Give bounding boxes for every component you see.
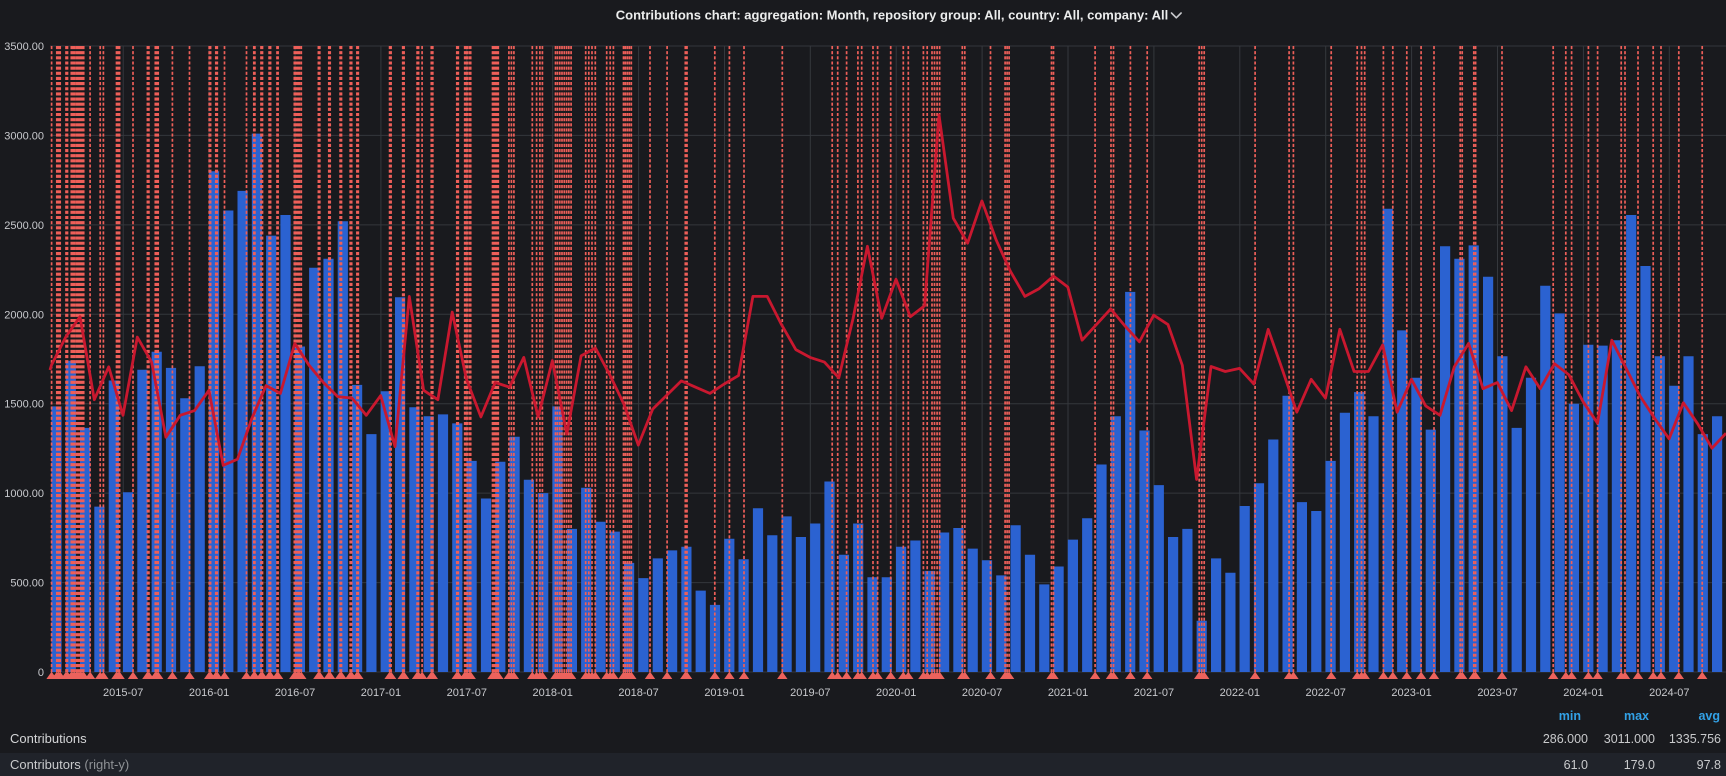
svg-text:Contributions chart: aggregati: Contributions chart: aggregation: Month,… <box>616 8 1169 23</box>
svg-text:2022-07: 2022-07 <box>1306 687 1346 699</box>
svg-text:500.00: 500.00 <box>10 578 44 590</box>
svg-text:3500.00: 3500.00 <box>4 41 44 53</box>
svg-text:2018-01: 2018-01 <box>533 687 573 699</box>
svg-text:2016-07: 2016-07 <box>275 687 315 699</box>
svg-text:61.0: 61.0 <box>1564 758 1588 772</box>
svg-text:97.8: 97.8 <box>1697 758 1721 772</box>
svg-text:0: 0 <box>38 667 44 679</box>
svg-text:179.0: 179.0 <box>1624 758 1655 772</box>
svg-text:2021-07: 2021-07 <box>1134 687 1174 699</box>
svg-text:286.000: 286.000 <box>1543 732 1588 746</box>
svg-text:2020-01: 2020-01 <box>876 687 916 699</box>
svg-text:Contributors (right-y): Contributors (right-y) <box>10 757 129 772</box>
svg-text:2000.00: 2000.00 <box>4 309 44 321</box>
svg-text:2021-01: 2021-01 <box>1048 687 1088 699</box>
svg-text:2017-07: 2017-07 <box>447 687 487 699</box>
svg-text:2016-01: 2016-01 <box>189 687 229 699</box>
svg-text:2023-01: 2023-01 <box>1391 687 1431 699</box>
svg-text:1500.00: 1500.00 <box>4 399 44 411</box>
svg-text:2022-01: 2022-01 <box>1220 687 1260 699</box>
svg-text:3011.000: 3011.000 <box>1604 732 1655 746</box>
svg-text:2024-01: 2024-01 <box>1563 687 1603 699</box>
svg-text:1335.756: 1335.756 <box>1669 732 1721 746</box>
svg-text:2500.00: 2500.00 <box>4 220 44 232</box>
svg-text:avg: avg <box>1698 709 1720 723</box>
svg-text:2018-07: 2018-07 <box>618 687 658 699</box>
svg-text:2017-01: 2017-01 <box>361 687 401 699</box>
svg-text:2020-07: 2020-07 <box>962 687 1002 699</box>
svg-text:2024-07: 2024-07 <box>1649 687 1689 699</box>
svg-text:min: min <box>1559 709 1581 723</box>
svg-text:3000.00: 3000.00 <box>4 130 44 142</box>
svg-text:2019-01: 2019-01 <box>704 687 744 699</box>
svg-text:2015-07: 2015-07 <box>103 687 143 699</box>
svg-text:1000.00: 1000.00 <box>4 488 44 500</box>
svg-text:max: max <box>1624 709 1649 723</box>
svg-text:2023-07: 2023-07 <box>1477 687 1517 699</box>
svg-text:Contributions: Contributions <box>10 731 87 746</box>
svg-text:2019-07: 2019-07 <box>790 687 830 699</box>
